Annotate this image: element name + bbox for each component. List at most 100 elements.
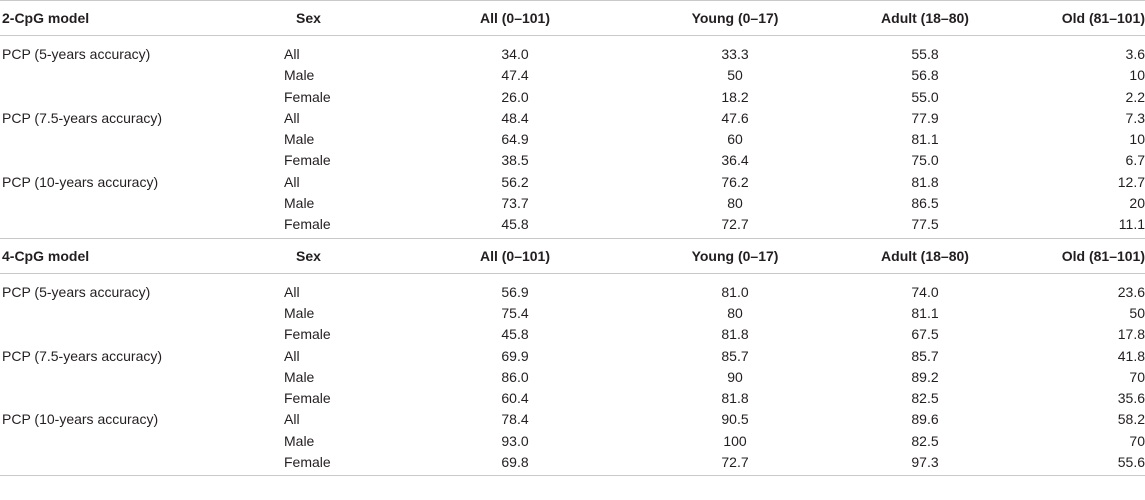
value-cell-adult: 55.8 — [911, 46, 939, 62]
sex-cell: Female — [284, 88, 331, 105]
group-label — [0, 65, 270, 86]
sex-cell: Male — [284, 368, 315, 385]
value-cell-adult: 82.5 — [911, 390, 939, 407]
table-row: PCP (10-years accuracy) All 56.2 76.2 81.8 12… — [0, 172, 1145, 193]
value-cell-adult: 75.0 — [911, 152, 939, 169]
value-cell-adult: 67.5 — [911, 326, 939, 343]
value-cell-all: 75.4 — [501, 304, 529, 321]
table-row: PCP (5-years accuracy) All 34.0 33.3 55.8 3.6 — [0, 36, 1145, 66]
column-header-old: Old (81–101) — [970, 0, 1145, 36]
value-cell-young: 72.7 — [590, 214, 780, 239]
value-cell-old: 50 — [1129, 304, 1145, 321]
group-label — [0, 452, 270, 477]
table-row: Male 75.4 80 81.1 50 — [0, 303, 1145, 324]
column-header-sex: Sex — [270, 237, 400, 274]
table-row: Female 60.4 81.8 82.5 35.6 — [0, 388, 1145, 409]
value-cell-old: 20 — [1129, 195, 1145, 212]
group-label — [0, 214, 270, 239]
value-cell-young: 81.8 — [721, 326, 749, 343]
value-cell-young: 90.5 — [721, 411, 749, 428]
value-cell-old: 3.6 — [1125, 46, 1145, 62]
value-cell-old: 55.6 — [970, 452, 1145, 477]
value-cell-old: 11.1 — [970, 214, 1145, 239]
value-cell-old: 10 — [1129, 67, 1145, 84]
model-title: 4-CpG model — [0, 237, 270, 274]
model-title: 2-CpG model — [0, 0, 270, 36]
value-cell-all: 45.8 — [400, 214, 590, 239]
column-header-young: Young (0–17) — [590, 237, 780, 274]
value-cell-all: 69.8 — [400, 452, 590, 477]
value-cell-young: 50 — [727, 67, 743, 84]
group-label — [0, 193, 270, 214]
value-cell-adult: 86.5 — [911, 195, 939, 212]
accuracy-table: 2-CpG model Sex All (0–101) Young (0–17) Adu… — [0, 0, 1145, 477]
sex-cell: All — [284, 283, 300, 300]
value-cell-all: 38.5 — [501, 152, 529, 169]
sex-cell: Male — [284, 195, 315, 212]
value-cell-young: 60 — [727, 131, 743, 148]
value-cell-old: 7.3 — [1125, 109, 1145, 126]
group-label: PCP (7.5-years accuracy) — [2, 347, 163, 364]
value-cell-young: 80 — [727, 304, 743, 321]
group-label — [0, 324, 270, 345]
value-cell-all: 48.4 — [501, 109, 529, 126]
section-header-row: 2-CpG model Sex All (0–101) Young (0–17) Adu… — [0, 0, 1145, 36]
group-label — [0, 367, 270, 388]
value-cell-young: 81.8 — [721, 390, 749, 407]
value-cell-adult: 82.5 — [911, 432, 939, 449]
value-cell-adult: 89.2 — [911, 368, 939, 385]
table-row: PCP (5-years accuracy) All 56.9 81.0 74.0 23.… — [0, 273, 1145, 303]
sex-cell: Male — [284, 131, 315, 148]
group-label: PCP (5-years accuracy) — [2, 46, 151, 62]
group-label — [0, 129, 270, 150]
sex-cell: Female — [270, 452, 400, 477]
table-row: Female 45.8 81.8 67.5 17.8 — [0, 324, 1145, 345]
value-cell-old: 58.2 — [1117, 411, 1145, 428]
sex-cell: Male — [284, 432, 315, 449]
column-header-adult: Adult (18–80) — [780, 237, 970, 274]
group-label: PCP (7.5-years accuracy) — [2, 109, 163, 126]
column-header-old: Old (81–101) — [970, 237, 1145, 274]
value-cell-adult: 56.8 — [911, 67, 939, 84]
table-row: PCP (10-years accuracy) All 78.4 90.5 89.6 58… — [0, 409, 1145, 430]
value-cell-young: 76.2 — [721, 173, 749, 190]
table-row: Male 73.7 80 86.5 20 — [0, 193, 1145, 214]
value-cell-adult: 81.1 — [911, 304, 939, 321]
value-cell-young: 47.6 — [721, 109, 749, 126]
value-cell-old: 12.7 — [1117, 173, 1145, 190]
value-cell-all: 93.0 — [501, 432, 529, 449]
value-cell-young: 36.4 — [721, 152, 749, 169]
value-cell-adult: 81.8 — [911, 173, 939, 190]
table-row: Female 45.8 72.7 77.5 11.1 — [0, 214, 1145, 239]
value-cell-all: 69.9 — [501, 347, 529, 364]
sex-cell: All — [284, 109, 300, 126]
value-cell-all: 86.0 — [501, 368, 529, 385]
table-row: Male 47.4 50 56.8 10 — [0, 65, 1145, 86]
sex-cell: Female — [270, 214, 400, 239]
table-row: Male 86.0 90 89.2 70 — [0, 367, 1145, 388]
value-cell-all: 47.4 — [501, 67, 529, 84]
group-label: PCP (10-years accuracy) — [2, 411, 159, 428]
value-cell-all: 78.4 — [501, 411, 529, 428]
table-row: Female 38.5 36.4 75.0 6.7 — [0, 150, 1145, 171]
column-header-all: All (0–101) — [400, 0, 590, 36]
value-cell-old: 41.8 — [1117, 347, 1145, 364]
value-cell-old: 17.8 — [1117, 326, 1145, 343]
table-row: PCP (7.5-years accuracy) All 48.4 47.6 77.9 7… — [0, 108, 1145, 129]
value-cell-young: 100 — [723, 432, 747, 449]
value-cell-all: 64.9 — [501, 131, 529, 148]
sex-cell: All — [284, 46, 300, 62]
value-cell-old: 70 — [1129, 432, 1145, 449]
value-cell-old: 6.7 — [1125, 152, 1145, 169]
group-label — [0, 303, 270, 324]
value-cell-young: 18.2 — [721, 88, 749, 105]
value-cell-adult: 77.9 — [911, 109, 939, 126]
value-cell-all: 56.2 — [501, 173, 529, 190]
value-cell-old: 10 — [1129, 131, 1145, 148]
column-header-sex: Sex — [270, 0, 400, 36]
sex-cell: Female — [284, 390, 331, 407]
group-label: PCP (5-years accuracy) — [2, 283, 151, 300]
value-cell-all: 56.9 — [501, 283, 529, 300]
sex-cell: Male — [284, 304, 315, 321]
value-cell-young: 90 — [727, 368, 743, 385]
